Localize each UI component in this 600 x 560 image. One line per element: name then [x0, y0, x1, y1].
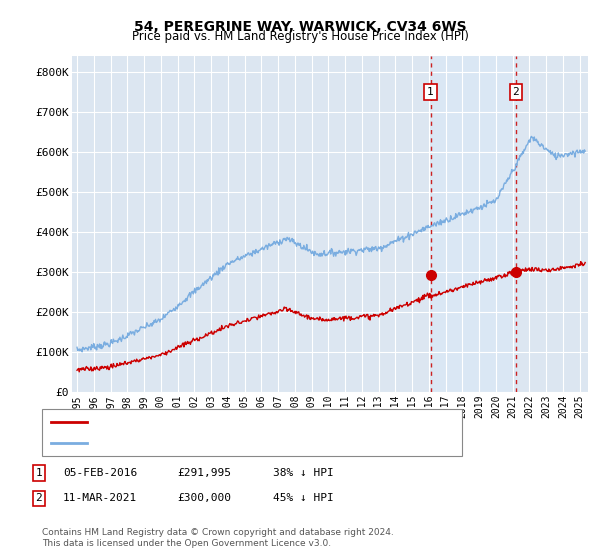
Text: 05-FEB-2016: 05-FEB-2016 [63, 468, 137, 478]
Text: 2: 2 [35, 493, 43, 503]
Text: 54, PEREGRINE WAY, WARWICK, CV34 6WS (detached house): 54, PEREGRINE WAY, WARWICK, CV34 6WS (de… [93, 417, 411, 427]
Text: 1: 1 [35, 468, 43, 478]
Text: 54, PEREGRINE WAY, WARWICK, CV34 6WS: 54, PEREGRINE WAY, WARWICK, CV34 6WS [134, 20, 466, 34]
Text: Price paid vs. HM Land Registry's House Price Index (HPI): Price paid vs. HM Land Registry's House … [131, 30, 469, 43]
Text: 45% ↓ HPI: 45% ↓ HPI [273, 493, 334, 503]
Text: 1: 1 [427, 87, 434, 97]
Text: £291,995: £291,995 [177, 468, 231, 478]
Text: 2: 2 [512, 87, 520, 97]
Text: £300,000: £300,000 [177, 493, 231, 503]
Text: Contains HM Land Registry data © Crown copyright and database right 2024.
This d: Contains HM Land Registry data © Crown c… [42, 528, 394, 548]
Text: 38% ↓ HPI: 38% ↓ HPI [273, 468, 334, 478]
Text: 11-MAR-2021: 11-MAR-2021 [63, 493, 137, 503]
Text: HPI: Average price, detached house, Warwick: HPI: Average price, detached house, Warw… [93, 438, 329, 448]
Bar [431, 56, 516, 392]
